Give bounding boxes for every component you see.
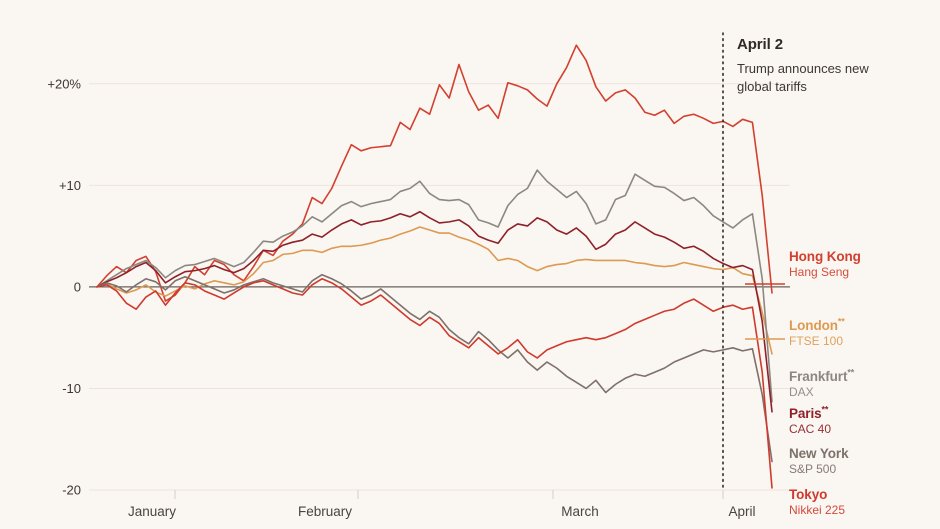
legend-footnote-marker: ** — [847, 367, 855, 378]
y-axis-tick-label: -10 — [62, 381, 81, 396]
x-axis-tick-label: February — [298, 504, 352, 519]
legend-item-name: Paris** — [789, 404, 829, 421]
legend-item-name: Hong Kong — [789, 249, 861, 264]
legend-item-paris[interactable]: Paris** CAC 40 — [789, 404, 832, 436]
y-axis-tick-label: +20% — [47, 76, 81, 91]
legend-item-name: London** — [789, 316, 845, 333]
legend-item-sublabel: DAX — [789, 385, 814, 399]
gridlines-group — [89, 83, 790, 491]
legend-item-name: Tokyo — [789, 487, 828, 502]
legend-footnote-marker: ** — [837, 316, 845, 327]
legend-item-sublabel: Nikkei 225 — [789, 503, 846, 517]
legend-connectors-group — [745, 283, 785, 340]
x-axis-labels-group: January February March April — [128, 504, 756, 519]
legend-item-frankfurt[interactable]: Frankfurt** DAX — [789, 367, 855, 399]
y-axis-labels-group: +20% +10 0 -10 -20 — [47, 76, 81, 497]
series-line-london — [96, 226, 773, 355]
y-axis-tick-label: +10 — [59, 178, 81, 193]
annotation-title: April 2 — [737, 36, 783, 53]
x-axis-tick-label: April — [728, 504, 755, 519]
legend-item-london[interactable]: London** FTSE 100 — [789, 316, 845, 348]
series-line-paris — [96, 210, 773, 413]
legend-item-name: New York — [789, 446, 849, 461]
legend-item-name: Frankfurt** — [789, 367, 855, 384]
x-axis-ticks-group — [174, 490, 724, 499]
y-axis-tick-label: -20 — [62, 483, 81, 498]
annotation-body: Trump announces new global tariffs — [737, 61, 869, 94]
legend-footnote-marker: ** — [821, 404, 829, 415]
legend-item-sublabel: S&P 500 — [789, 462, 837, 476]
legend-item-hong-kong[interactable]: Hong Kong Hang Seng — [789, 249, 861, 279]
series-line-tokyo — [96, 277, 773, 489]
legend-item-tokyo[interactable]: Tokyo Nikkei 225 — [789, 487, 845, 517]
legend-item-new-york[interactable]: New York S&P 500 — [789, 446, 849, 476]
series-line-frankfurt — [96, 169, 773, 403]
legend-item-sublabel: Hang Seng — [789, 265, 850, 279]
x-axis-tick-label: January — [128, 504, 176, 519]
legend-item-sublabel: CAC 40 — [789, 422, 832, 436]
legend-item-sublabel: FTSE 100 — [789, 334, 844, 348]
series-line-new-york — [96, 273, 773, 463]
y-axis-tick-label: 0 — [74, 279, 81, 294]
x-axis-tick-label: March — [561, 504, 599, 519]
series-lines-group — [96, 44, 773, 489]
